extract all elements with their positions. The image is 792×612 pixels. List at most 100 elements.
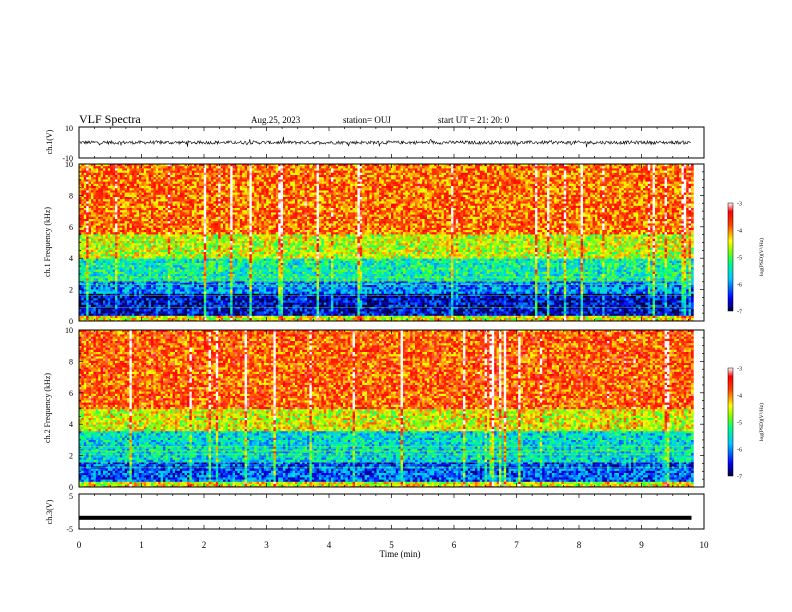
spectrogram-cell: [88, 260, 92, 264]
spectrogram-cell: [206, 172, 209, 176]
spectrogram-cell: [239, 254, 243, 257]
spectrogram-cell: [88, 208, 92, 211]
spectrogram-cell: [196, 232, 200, 235]
spectrogram-cell: [146, 249, 149, 253]
spectrogram-cell: [227, 302, 231, 305]
spectrogram-cell: [105, 249, 109, 253]
spectrogram-cell: [203, 256, 207, 259]
spectrogram-cell: [184, 252, 188, 255]
spectrogram-cell: [211, 269, 214, 272]
spectrogram-cell: [244, 172, 248, 176]
spectrogram-cell: [163, 225, 166, 228]
spectrogram-cell: [235, 302, 238, 305]
spectrogram-cell: [172, 278, 176, 281]
spectrogram-cell: [134, 274, 137, 277]
spectrogram-cell: [163, 208, 166, 211]
spectrogram-cell: [175, 175, 178, 178]
spectrogram-cell: [167, 313, 171, 316]
spectrogram-cell: [191, 186, 195, 189]
spectrogram-cell: [191, 208, 195, 211]
spectrogram-cell: [189, 170, 193, 173]
spectrogram-cell: [129, 227, 133, 231]
spectrogram-cell: [165, 219, 169, 222]
spectrogram-cell: [129, 249, 133, 253]
spectrogram-cell: [213, 172, 217, 176]
spectrogram-cell: [235, 181, 238, 184]
spectrogram-cell: [105, 311, 109, 314]
spectrogram-cell: [227, 170, 231, 173]
spectrogram-cell: [196, 199, 200, 202]
spectrogram-cell: [179, 212, 183, 215]
spectrogram-cell: [201, 311, 205, 314]
spectrogram-cell: [91, 302, 94, 305]
spectrogram-cell: [182, 311, 185, 314]
spectrogram-cell: [213, 170, 217, 173]
spectrogram-cell: [88, 210, 92, 213]
spectrogram-cell: [215, 197, 219, 200]
spectrogram-cell: [220, 190, 224, 193]
spectrogram-cell: [103, 230, 106, 233]
spectrogram-cell: [175, 311, 178, 314]
spectrogram-cell: [91, 249, 94, 253]
spectrogram-cell: [153, 296, 157, 299]
spectrogram-cell: [155, 216, 159, 220]
spectrogram-cell: [242, 208, 245, 211]
spectrogram-cell: [237, 170, 241, 173]
spectrogram-cell: [100, 258, 104, 261]
spectrogram-cell: [112, 269, 116, 272]
spectrogram-cell: [122, 232, 125, 235]
spectrogram-cell: [237, 225, 241, 228]
spectrogram-cell: [203, 318, 207, 321]
spectrogram-cell: [242, 238, 245, 242]
spectrogram-cell: [110, 208, 113, 211]
spectrogram-cell: [206, 260, 209, 264]
spectrogram-cell: [199, 236, 202, 239]
spectrogram-cell: [103, 179, 106, 182]
spectrogram-cell: [189, 216, 193, 220]
spectrogram-cell: [158, 225, 161, 228]
spectrogram-cell: [117, 256, 121, 259]
spectrogram-cell: [237, 252, 241, 255]
spectrogram-cell: [98, 269, 101, 272]
spectrogram-cell: [131, 254, 135, 257]
spectrogram-cell: [103, 260, 106, 264]
spectrogram-cell: [230, 265, 233, 268]
spectrogram-cell: [165, 186, 169, 189]
spectrogram-cell: [134, 183, 137, 187]
spectrogram-cell: [88, 221, 92, 224]
spectrogram-cell: [155, 265, 159, 268]
spectrogram-cell: [139, 172, 142, 176]
spectrogram-cell: [189, 245, 193, 248]
spectrogram-cell: [172, 208, 176, 211]
spectrogram-cell: [199, 291, 202, 294]
spectrogram-cell: [88, 236, 92, 239]
spectrogram-cell: [105, 225, 109, 228]
spectrogram-cell: [172, 170, 176, 173]
spectrogram-cell: [117, 263, 121, 266]
spectrogram-cell: [160, 205, 164, 209]
spectrogram-cell: [95, 256, 99, 259]
spectrogram-cell: [232, 177, 236, 180]
spectrogram-cell: [112, 311, 116, 314]
spectrogram-cell: [244, 175, 248, 178]
spectrogram-cell: [160, 252, 164, 255]
spectrogram-cell: [91, 315, 94, 319]
spectrogram-cell: [172, 265, 176, 268]
spectrogram-cell: [91, 181, 94, 184]
spectrogram-cell: [194, 177, 197, 180]
spectrogram-cell: [81, 238, 85, 242]
spectrogram-cell: [117, 188, 121, 191]
spectrogram-cell: [119, 168, 123, 171]
spectrogram-cell: [146, 201, 149, 204]
spectrogram-cell: [165, 311, 169, 314]
spectrogram-cell: [167, 175, 171, 178]
spectrogram-cell: [220, 234, 224, 237]
spectrogram-cell: [196, 243, 200, 246]
spectrogram-cell: [139, 265, 142, 268]
spectrogram-cell: [189, 315, 193, 319]
spectrogram-cell: [194, 311, 197, 314]
spectrogram-cell: [119, 271, 123, 275]
spectrogram-cell: [98, 313, 101, 316]
spectrogram-cell: [179, 194, 183, 198]
spectrogram-cell: [117, 172, 121, 176]
